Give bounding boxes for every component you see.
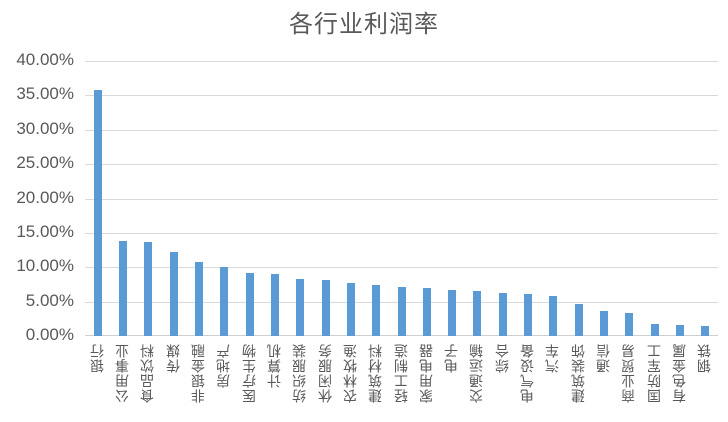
bar[interactable] — [549, 296, 558, 336]
x-tick-label: 食品饮料 — [140, 343, 157, 403]
x-tick-label: 计算机 — [266, 343, 283, 388]
x-tick-label: 商业贸易 — [621, 343, 638, 403]
bar[interactable] — [245, 273, 254, 336]
gridline — [85, 95, 718, 97]
x-tick-label: 纺织服装 — [292, 343, 309, 403]
x-tick-label: 房地产 — [216, 343, 233, 388]
bar[interactable] — [600, 310, 609, 336]
x-tick-label: 家用电器 — [418, 343, 435, 403]
x-tick-label: 建筑装饰 — [570, 343, 587, 403]
y-tick-label: 0.00% — [25, 325, 74, 344]
y-tick-label: 40.00% — [16, 50, 74, 69]
bar[interactable] — [397, 287, 406, 336]
bar[interactable] — [372, 285, 381, 336]
bar[interactable] — [220, 267, 229, 336]
y-tick-label: 5.00% — [25, 290, 74, 310]
x-tick-label: 汽车 — [545, 343, 562, 373]
gridline — [85, 61, 718, 62]
x-tick-label: 电气设备 — [520, 343, 537, 403]
x-tick-label: 国防军工 — [646, 343, 663, 403]
y-tick-label: 30.00% — [16, 118, 74, 138]
x-tick-label: 有色金属 — [672, 343, 689, 403]
bar[interactable] — [144, 241, 153, 336]
gridline — [85, 198, 718, 200]
y-tick-label: 10.00% — [16, 256, 74, 276]
x-tick-label: 电子 — [444, 343, 461, 373]
plot-area — [85, 61, 718, 336]
bar[interactable] — [270, 274, 279, 336]
bar[interactable] — [169, 252, 178, 336]
x-tick-label: 综合 — [494, 343, 511, 373]
x-tick-label: 钢铁 — [697, 343, 714, 373]
chart-title: 各行业利润率 — [289, 10, 439, 38]
gridline — [85, 232, 718, 234]
x-tick-label: 休闲服务 — [317, 343, 334, 403]
gridline — [85, 129, 718, 131]
bar[interactable] — [448, 289, 457, 336]
x-tick-label: 建筑材料 — [368, 343, 385, 403]
bar[interactable] — [574, 304, 583, 336]
bar[interactable] — [93, 89, 102, 336]
bar[interactable] — [422, 287, 431, 336]
gridline — [85, 164, 718, 166]
bar[interactable] — [625, 313, 634, 336]
bar[interactable] — [194, 262, 203, 336]
bar[interactable] — [701, 325, 710, 336]
x-tick-label: 轻工制造 — [393, 343, 410, 403]
x-tick-label: 传媒 — [165, 343, 182, 373]
bar[interactable] — [118, 241, 127, 336]
x-tick-label: 医疗生物 — [241, 343, 258, 403]
bar[interactable] — [346, 283, 355, 336]
y-tick-label: 25.00% — [16, 153, 74, 173]
bar[interactable] — [296, 278, 305, 336]
gridline — [85, 267, 718, 269]
y-tick-label: 15.00% — [16, 221, 74, 241]
bar[interactable] — [650, 323, 659, 336]
x-tick-label: 银行 — [89, 343, 106, 373]
bar[interactable] — [321, 279, 330, 336]
bar[interactable] — [473, 290, 482, 336]
bar[interactable] — [676, 325, 685, 336]
x-tick-label: 农林牧渔 — [342, 343, 359, 403]
y-tick-label: 35.00% — [16, 84, 74, 104]
x-tick-label: 公用事业 — [114, 343, 131, 403]
bar[interactable] — [498, 292, 507, 336]
x-tick-label: 非银金融 — [190, 343, 207, 403]
x-tick-label: 交通运输 — [469, 343, 486, 403]
x-tick-label: 通信 — [596, 343, 613, 373]
bar[interactable] — [524, 294, 533, 336]
y-tick-label: 20.00% — [16, 187, 74, 207]
